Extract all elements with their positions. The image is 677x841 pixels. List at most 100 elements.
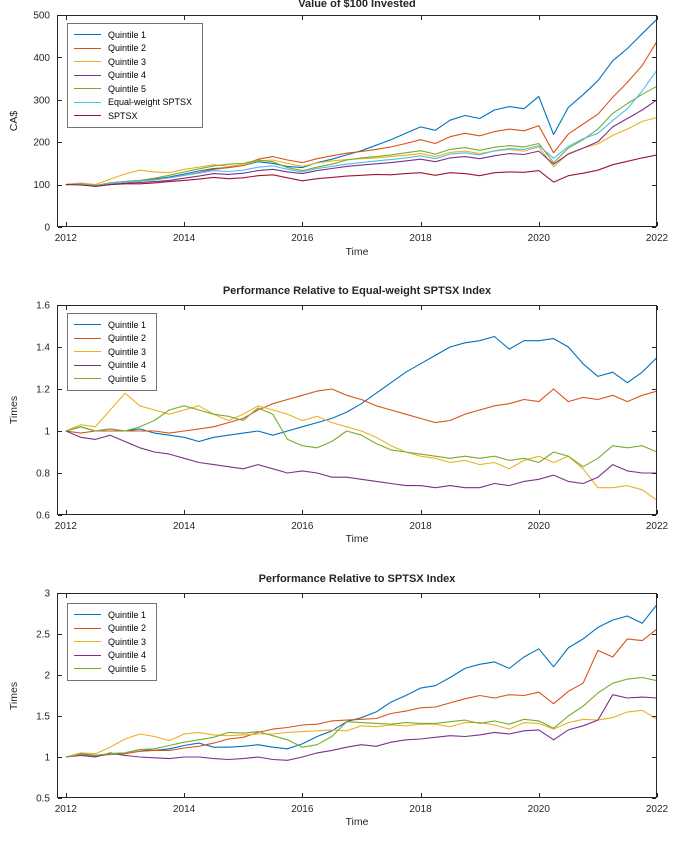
legend-label: SPTSX <box>108 110 138 121</box>
svg-text:2022: 2022 <box>646 804 669 815</box>
legend-line-sample <box>74 364 101 366</box>
y-axis-label: Times <box>8 395 20 425</box>
legend-item: SPTSX <box>74 109 192 123</box>
legend: Quintile 1 Quintile 2 Quintile 3 Quintile 4… <box>67 23 204 128</box>
legend-item: Quintile 2 <box>74 622 146 636</box>
chart-value-of-100-invested: 2012 2014 2016 2018 2020 2022 0 100 200 300 400 500… <box>0 0 677 270</box>
chart-relative-to-equal-weight-sptsx: 2012 2014 2016 2018 2020 2022 0.6 0.8 1 1.2 1.4 1.6… <box>0 270 677 555</box>
svg-text:2012: 2012 <box>55 521 78 532</box>
legend-label: Quintile 5 <box>108 373 147 384</box>
legend: Quintile 1 Quintile 2 Quintile 3 Quintile 4… <box>67 313 158 391</box>
svg-text:2018: 2018 <box>409 521 432 532</box>
legend-label: Quintile 1 <box>108 319 147 330</box>
legend-item: Quintile 3 <box>74 55 192 69</box>
svg-text:2022: 2022 <box>646 233 669 244</box>
legend-line-sample <box>74 324 101 326</box>
x-axis-label: Time <box>345 246 369 258</box>
svg-text:100: 100 <box>33 180 50 191</box>
svg-text:0.5: 0.5 <box>36 794 50 805</box>
svg-text:200: 200 <box>33 138 50 149</box>
svg-text:2020: 2020 <box>528 521 551 532</box>
legend-item: Quintile 2 <box>74 332 146 346</box>
chart-title: Value of $100 Invested <box>298 0 416 10</box>
legend-line-sample <box>74 641 101 643</box>
legend-item: Quintile 4 <box>74 69 192 83</box>
legend-line-sample <box>74 115 101 117</box>
legend-item: Quintile 2 <box>74 42 192 56</box>
legend-line-sample <box>74 378 101 380</box>
legend-line-sample <box>74 88 101 90</box>
svg-text:2020: 2020 <box>528 233 551 244</box>
legend-label: Quintile 3 <box>108 636 147 647</box>
legend-label: Quintile 2 <box>108 333 147 344</box>
svg-text:500: 500 <box>33 11 50 22</box>
svg-text:2018: 2018 <box>409 233 432 244</box>
svg-text:1.4: 1.4 <box>36 343 50 354</box>
legend-label: Quintile 4 <box>108 360 147 371</box>
legend-label: Quintile 4 <box>108 650 147 661</box>
legend-label: Quintile 4 <box>108 70 147 81</box>
svg-text:2012: 2012 <box>55 233 78 244</box>
legend-item: Quintile 1 <box>74 608 146 622</box>
svg-text:0.6: 0.6 <box>36 511 50 522</box>
legend-item: Quintile 3 <box>74 345 146 359</box>
legend-label: Equal-weight SPTSX <box>108 97 193 108</box>
svg-text:2020: 2020 <box>528 804 551 815</box>
svg-text:1.5: 1.5 <box>36 712 50 723</box>
svg-text:1: 1 <box>44 753 50 764</box>
legend-line-sample <box>74 668 101 670</box>
legend-item: Quintile 4 <box>74 359 146 373</box>
legend-line-sample <box>74 74 101 76</box>
y-axis-label: Times <box>8 681 20 710</box>
legend-item: Quintile 5 <box>74 372 146 386</box>
x-axis-label: Time <box>345 533 369 545</box>
legend-item: Quintile 1 <box>74 318 146 332</box>
svg-text:2012: 2012 <box>55 804 78 815</box>
svg-text:1.2: 1.2 <box>36 385 50 396</box>
svg-text:2014: 2014 <box>173 804 196 815</box>
legend-line-sample <box>74 654 101 656</box>
svg-text:2018: 2018 <box>409 804 432 815</box>
legend-label: Quintile 5 <box>108 83 147 94</box>
svg-text:2016: 2016 <box>291 804 314 815</box>
svg-text:2022: 2022 <box>646 521 669 532</box>
chart-relative-to-sptsx: 2012 2014 2016 2018 2020 2022 0.5 1 1.5 2 2.5 3 Per… <box>0 555 677 841</box>
legend-label: Quintile 3 <box>108 56 147 67</box>
legend-label: Quintile 1 <box>108 29 147 40</box>
svg-text:0: 0 <box>44 223 50 234</box>
svg-text:2016: 2016 <box>291 521 314 532</box>
legend-line-sample <box>74 61 101 63</box>
y-axis-label: CA$ <box>8 110 20 132</box>
legend-line-sample <box>74 627 101 629</box>
plot-area: 2012 2014 2016 2018 2020 2022 0.6 0.8 1 1.2 1.4 1.6 <box>36 301 669 533</box>
plot-area: 2012 2014 2016 2018 2020 2022 0 100 200 300 400 500 <box>33 11 669 245</box>
svg-text:2016: 2016 <box>291 233 314 244</box>
legend-label: Quintile 2 <box>108 623 147 634</box>
svg-text:400: 400 <box>33 53 50 64</box>
svg-text:2014: 2014 <box>173 521 196 532</box>
plot-area: 2012 2014 2016 2018 2020 2022 0.5 1 1.5 2 2.5 3 <box>36 589 669 816</box>
svg-text:0.8: 0.8 <box>36 469 50 480</box>
legend-item: Quintile 5 <box>74 662 146 676</box>
svg-text:300: 300 <box>33 95 50 106</box>
legend-line-sample <box>74 34 101 36</box>
legend-label: Quintile 2 <box>108 43 147 54</box>
legend-line-sample <box>74 614 101 616</box>
svg-text:2.5: 2.5 <box>36 630 50 641</box>
svg-text:1: 1 <box>44 427 50 438</box>
legend-line-sample <box>74 101 101 103</box>
legend-item: Quintile 5 <box>74 82 192 96</box>
svg-text:3: 3 <box>44 589 50 600</box>
legend-label: Quintile 3 <box>108 346 147 357</box>
legend-line-sample <box>74 337 101 339</box>
legend-label: Quintile 5 <box>108 663 147 674</box>
legend-label: Quintile 1 <box>108 609 147 620</box>
legend: Quintile 1 Quintile 2 Quintile 3 Quintile 4… <box>67 603 158 681</box>
legend-item: Quintile 1 <box>74 28 192 42</box>
legend-item: Quintile 4 <box>74 649 146 663</box>
x-axis-label: Time <box>345 816 369 828</box>
legend-line-sample <box>74 47 101 49</box>
svg-text:2: 2 <box>44 671 50 682</box>
legend-item: Equal-weight SPTSX <box>74 96 192 110</box>
